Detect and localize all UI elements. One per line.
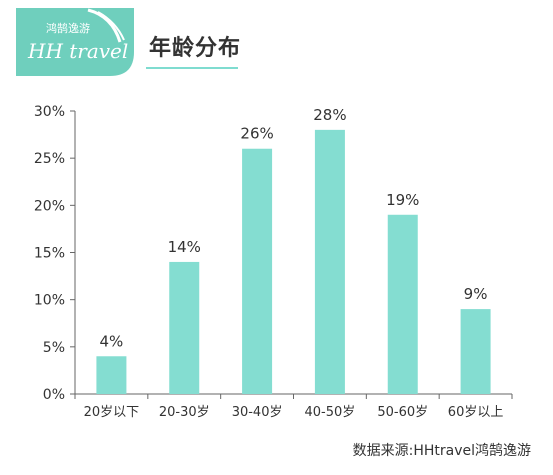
- data-label: 28%: [313, 106, 346, 124]
- x-tick-label: 40-50岁: [305, 405, 356, 420]
- y-tick-label: 15%: [34, 246, 65, 262]
- bar: [460, 309, 491, 394]
- y-tick-label: 5%: [43, 340, 65, 356]
- bar: [314, 129, 345, 394]
- data-label: 9%: [464, 285, 488, 303]
- bird-wing-icon: [87, 8, 122, 43]
- bird-wing-icon-2: [97, 11, 125, 41]
- bar: [387, 214, 418, 394]
- logo-name: HH travel: [27, 39, 128, 63]
- y-tick-label: 10%: [34, 293, 65, 309]
- logo-badge: 鸿鹄逸游 HH travel: [16, 8, 134, 76]
- page-title: 年龄分布: [149, 36, 242, 61]
- x-tick-label: 30-40岁: [232, 405, 283, 420]
- data-label: 19%: [386, 191, 419, 209]
- y-tick-label: 30%: [34, 104, 65, 120]
- logo-tagline: 鸿鹄逸游: [46, 21, 90, 35]
- bar: [242, 148, 273, 394]
- y-tick-label: 20%: [34, 198, 65, 214]
- logo-background: [16, 8, 134, 76]
- data-label: 14%: [168, 238, 201, 256]
- data-label: 26%: [240, 125, 273, 143]
- bar: [169, 261, 200, 394]
- bar: [96, 356, 127, 394]
- y-tick-label: 0%: [43, 387, 65, 403]
- title-underline: [146, 67, 238, 69]
- x-tick-label: 20岁以下: [84, 405, 140, 420]
- data-label: 4%: [100, 332, 124, 350]
- x-tick-label: 50-60岁: [377, 405, 428, 420]
- y-tick-label: 25%: [34, 151, 65, 167]
- x-tick-label: 20-30岁: [159, 405, 210, 420]
- x-tick-label: 60岁以上: [448, 405, 504, 420]
- source-note: 数据来源:HHtravel鸿鹄逸游: [352, 443, 531, 459]
